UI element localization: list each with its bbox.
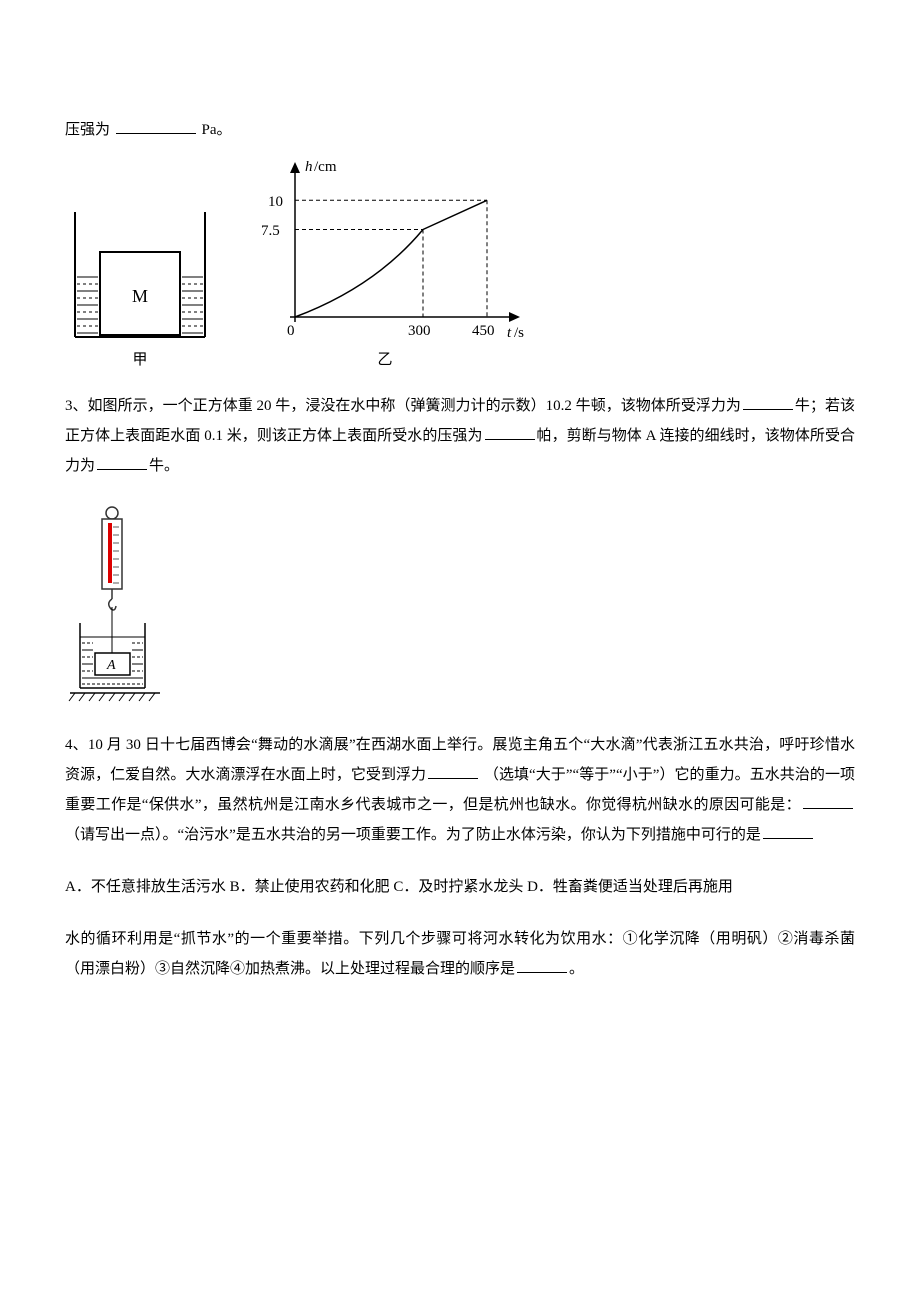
q4-blank1 (428, 764, 478, 779)
ytick-10: 10 (268, 194, 283, 210)
question-4-options: A．不任意排放生活污水 B．禁止使用农药和化肥 C．及时拧紧水龙头 D．牲畜粪便… (65, 872, 855, 902)
spring-scale-diagram: A (65, 503, 855, 708)
q3-t4: 牛。 (149, 458, 179, 474)
x-axis-label: t (507, 325, 512, 341)
q3-blank3 (97, 455, 147, 470)
y-axis-unit: /cm (314, 159, 337, 175)
q4-blank4 (517, 958, 567, 973)
q4-p2b: 。 (569, 961, 584, 977)
container-diagram: M 甲 (65, 182, 215, 369)
q4-p1c: （请写出一点）。“治污水”是五水共治的另一项重要工作。为了防止水体污染，你认为下… (65, 827, 761, 843)
chart-svg: h /cm t /s 0 10 7.5 300 450 (240, 157, 530, 342)
q4-blank2 (803, 794, 853, 809)
label-M: M (132, 286, 148, 306)
caption-yi: 乙 (377, 348, 392, 369)
origin-label: 0 (287, 323, 295, 339)
label-A: A (106, 658, 116, 673)
figure-row-1: M 甲 h /cm t /s 0 10 7.5 300 450 (65, 157, 855, 369)
caption-jia: 甲 (132, 348, 147, 369)
pressure-prefix: 压强为 (65, 122, 114, 138)
chart-diagram: h /cm t /s 0 10 7.5 300 450 乙 (240, 157, 530, 369)
q3-blank2 (485, 425, 535, 440)
q3-t1: 3、如图所示，一个正方体重 20 牛，浸没在水中称（弹簧测力计的示数）10.2 … (65, 398, 741, 414)
pressure-blank (116, 119, 196, 134)
xtick-450: 450 (472, 323, 495, 339)
q4-p2a: 水的循环利用是“抓节水”的一个重要举措。下列几个步骤可将河水转化为饮用水：①化学… (65, 931, 855, 977)
q3-blank1 (743, 395, 793, 410)
spring-scale-svg: A (65, 503, 175, 703)
xtick-300: 300 (408, 323, 431, 339)
ytick-7-5: 7.5 (261, 223, 280, 239)
pressure-fragment: 压强为 Pa。 (65, 115, 855, 145)
pressure-suffix: Pa。 (202, 122, 232, 138)
question-3: 3、如图所示，一个正方体重 20 牛，浸没在水中称（弹簧测力计的示数）10.2 … (65, 391, 855, 481)
x-axis-unit: /s (514, 325, 524, 341)
question-4-p2: 水的循环利用是“抓节水”的一个重要举措。下列几个步骤可将河水转化为饮用水：①化学… (65, 924, 855, 984)
y-axis-label: h (305, 159, 313, 175)
question-4-p1: 4、10 月 30 日十七届西博会“舞动的水滴展”在西湖水面上举行。展览主角五个… (65, 730, 855, 850)
q4-blank3 (763, 824, 813, 839)
container-svg: M (65, 182, 215, 342)
